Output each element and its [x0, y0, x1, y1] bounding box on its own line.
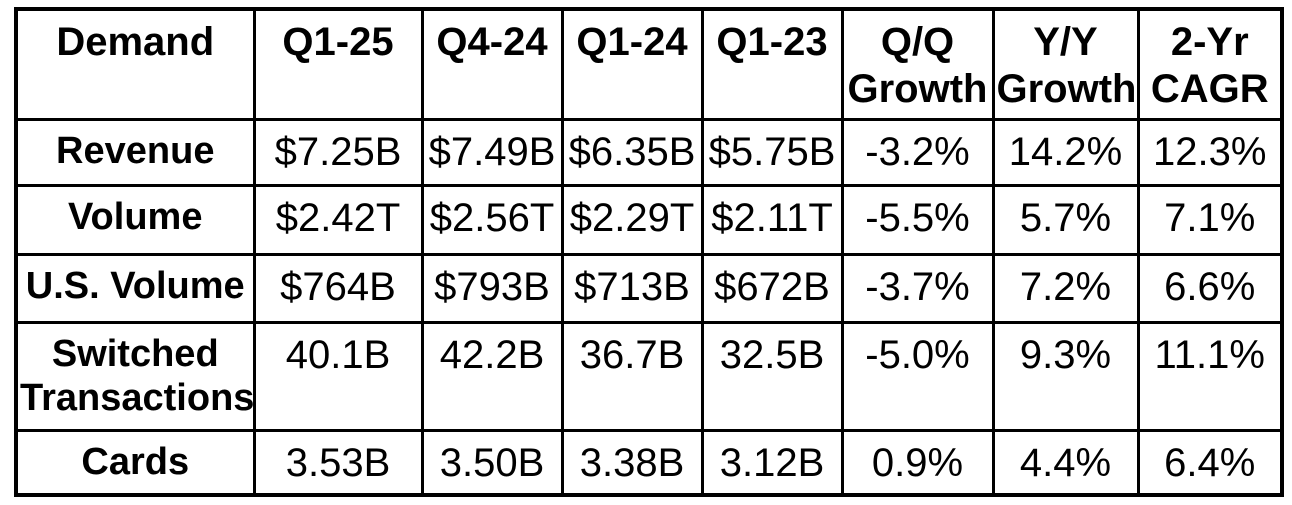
cell-us-volume-qq-growth: -3.7% [840, 252, 995, 324]
cell-revenue-q1-24: $6.35B [560, 117, 704, 187]
column-header-q1-25: Q1-25 [252, 7, 424, 121]
header-row: Demand Q1-25 Q4-24 Q1-24 Q1-23 Q/Q Growt… [14, 7, 1284, 121]
cell-us-volume-q1-24: $713B [560, 252, 704, 324]
cell-revenue-qq-growth: -3.2% [840, 117, 995, 187]
cell-cards-q1-23: 3.12B [700, 428, 844, 497]
cell-switched-q1-25: 40.1B [252, 320, 424, 432]
row-label-us-volume: U.S. Volume [14, 252, 256, 324]
row-label-revenue: Revenue [14, 117, 256, 187]
cell-us-volume-q4-24: $793B [420, 252, 564, 324]
column-header-demand: Demand [14, 7, 256, 121]
table-row-cards: Cards 3.53B 3.50B 3.38B 3.12B 0.9% 4.4% … [14, 428, 1284, 497]
cell-cards-yy-growth: 4.4% [991, 428, 1140, 497]
cell-volume-2yr-cagr: 7.1% [1136, 183, 1284, 256]
cell-revenue-q1-23: $5.75B [700, 117, 844, 187]
cell-cards-q4-24: 3.50B [420, 428, 564, 497]
cell-switched-qq-growth: -5.0% [840, 320, 995, 432]
cell-us-volume-yy-growth: 7.2% [991, 252, 1140, 324]
cell-revenue-q1-25: $7.25B [252, 117, 424, 187]
cell-volume-q1-24: $2.29T [560, 183, 704, 256]
cell-revenue-2yr-cagr: 12.3% [1136, 117, 1284, 187]
cell-switched-yy-growth: 9.3% [991, 320, 1140, 432]
table-row-volume: Volume $2.42T $2.56T $2.29T $2.11T -5.5%… [14, 183, 1284, 256]
cell-revenue-yy-growth: 14.2% [991, 117, 1140, 187]
column-header-q1-23: Q1-23 [700, 7, 844, 121]
cell-volume-qq-growth: -5.5% [840, 183, 995, 256]
row-label-volume: Volume [14, 183, 256, 256]
cell-volume-yy-growth: 5.7% [991, 183, 1140, 256]
cell-switched-q4-24: 42.2B [420, 320, 564, 432]
column-header-q4-24: Q4-24 [420, 7, 564, 121]
column-header-yy-growth: Y/Y Growth [991, 7, 1140, 121]
cell-cards-qq-growth: 0.9% [840, 428, 995, 497]
demand-metrics-table: Demand Q1-25 Q4-24 Q1-24 Q1-23 Q/Q Growt… [14, 7, 1284, 497]
cell-us-volume-q1-25: $764B [252, 252, 424, 324]
cell-cards-q1-25: 3.53B [252, 428, 424, 497]
cell-revenue-q4-24: $7.49B [420, 117, 564, 187]
cell-volume-q1-25: $2.42T [252, 183, 424, 256]
cell-volume-q1-23: $2.11T [700, 183, 844, 256]
cell-cards-q1-24: 3.38B [560, 428, 704, 497]
column-header-q1-24: Q1-24 [560, 7, 704, 121]
cell-us-volume-q1-23: $672B [700, 252, 844, 324]
table-row-revenue: Revenue $7.25B $7.49B $6.35B $5.75B -3.2… [14, 117, 1284, 187]
column-header-qq-growth: Q/Q Growth [840, 7, 995, 121]
table-row-switched-transactions: Switched Transactions 40.1B 42.2B 36.7B … [14, 320, 1284, 432]
column-header-2yr-cagr: 2-Yr CAGR [1136, 7, 1284, 121]
row-label-switched-transactions: Switched Transactions [14, 320, 256, 432]
cell-volume-q4-24: $2.56T [420, 183, 564, 256]
cell-switched-q1-24: 36.7B [560, 320, 704, 432]
row-label-cards: Cards [14, 428, 256, 497]
cell-switched-2yr-cagr: 11.1% [1136, 320, 1284, 432]
table-row-us-volume: U.S. Volume $764B $793B $713B $672B -3.7… [14, 252, 1284, 324]
cell-cards-2yr-cagr: 6.4% [1136, 428, 1284, 497]
cell-switched-q1-23: 32.5B [700, 320, 844, 432]
cell-us-volume-2yr-cagr: 6.6% [1136, 252, 1284, 324]
